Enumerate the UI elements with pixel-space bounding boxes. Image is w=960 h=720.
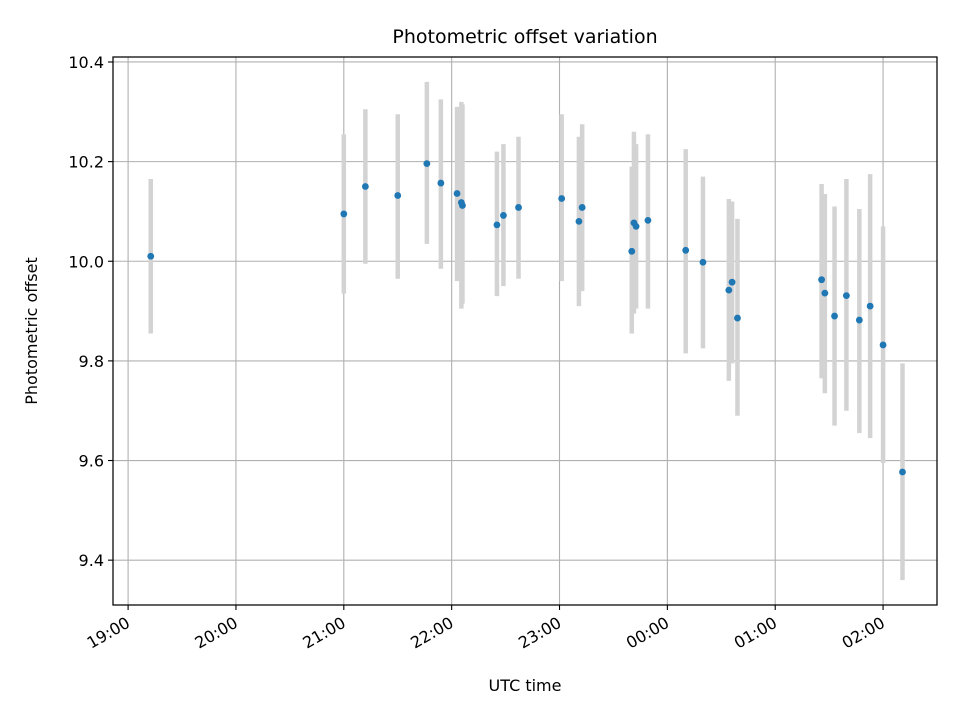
- data-point: [459, 202, 466, 209]
- x-axis-label: UTC time: [489, 676, 562, 695]
- data-point: [699, 258, 707, 266]
- chart-title: Photometric offset variation: [392, 26, 657, 48]
- data-point: [855, 316, 863, 324]
- data-point: [843, 292, 850, 300]
- y-tick-label: 9.6: [79, 452, 104, 471]
- data-point: [866, 302, 874, 310]
- data-point: [831, 312, 838, 320]
- data-point: [394, 192, 402, 199]
- data-point: [644, 217, 652, 224]
- data-point: [734, 314, 741, 322]
- grid-lines: [113, 57, 937, 605]
- data-point: [818, 276, 825, 284]
- data-point: [575, 218, 583, 225]
- data-point: [453, 190, 461, 197]
- data-point: [578, 204, 586, 211]
- data-point: [515, 204, 522, 211]
- data-point: [361, 183, 369, 190]
- axes-frame: [112, 56, 938, 606]
- y-tick-label: 9.4: [79, 551, 104, 570]
- data-point: [500, 212, 507, 219]
- data-point: [340, 210, 348, 218]
- data-point: [821, 289, 829, 297]
- y-axis-label: Photometric offset: [22, 257, 41, 405]
- data-point: [682, 246, 690, 254]
- data-point: [437, 179, 445, 187]
- data-point: [558, 195, 566, 202]
- y-tick-label: 10.0: [68, 252, 104, 271]
- data-point: [879, 341, 887, 349]
- data-point: [632, 222, 640, 230]
- data-point: [423, 160, 431, 168]
- data-point: [493, 221, 501, 229]
- data-point: [728, 278, 736, 286]
- data-points: [147, 160, 906, 476]
- y-tick-label: 10.4: [68, 53, 104, 72]
- y-tick-label: 10.2: [68, 153, 104, 172]
- y-axis-ticks: 9.4 9.6 9.8 10.0 10.2 10.4: [68, 53, 113, 570]
- y-tick-label: 9.8: [79, 352, 104, 371]
- data-point: [628, 247, 636, 255]
- data-point: [899, 468, 906, 476]
- data-point: [147, 252, 155, 260]
- data-point: [725, 286, 733, 294]
